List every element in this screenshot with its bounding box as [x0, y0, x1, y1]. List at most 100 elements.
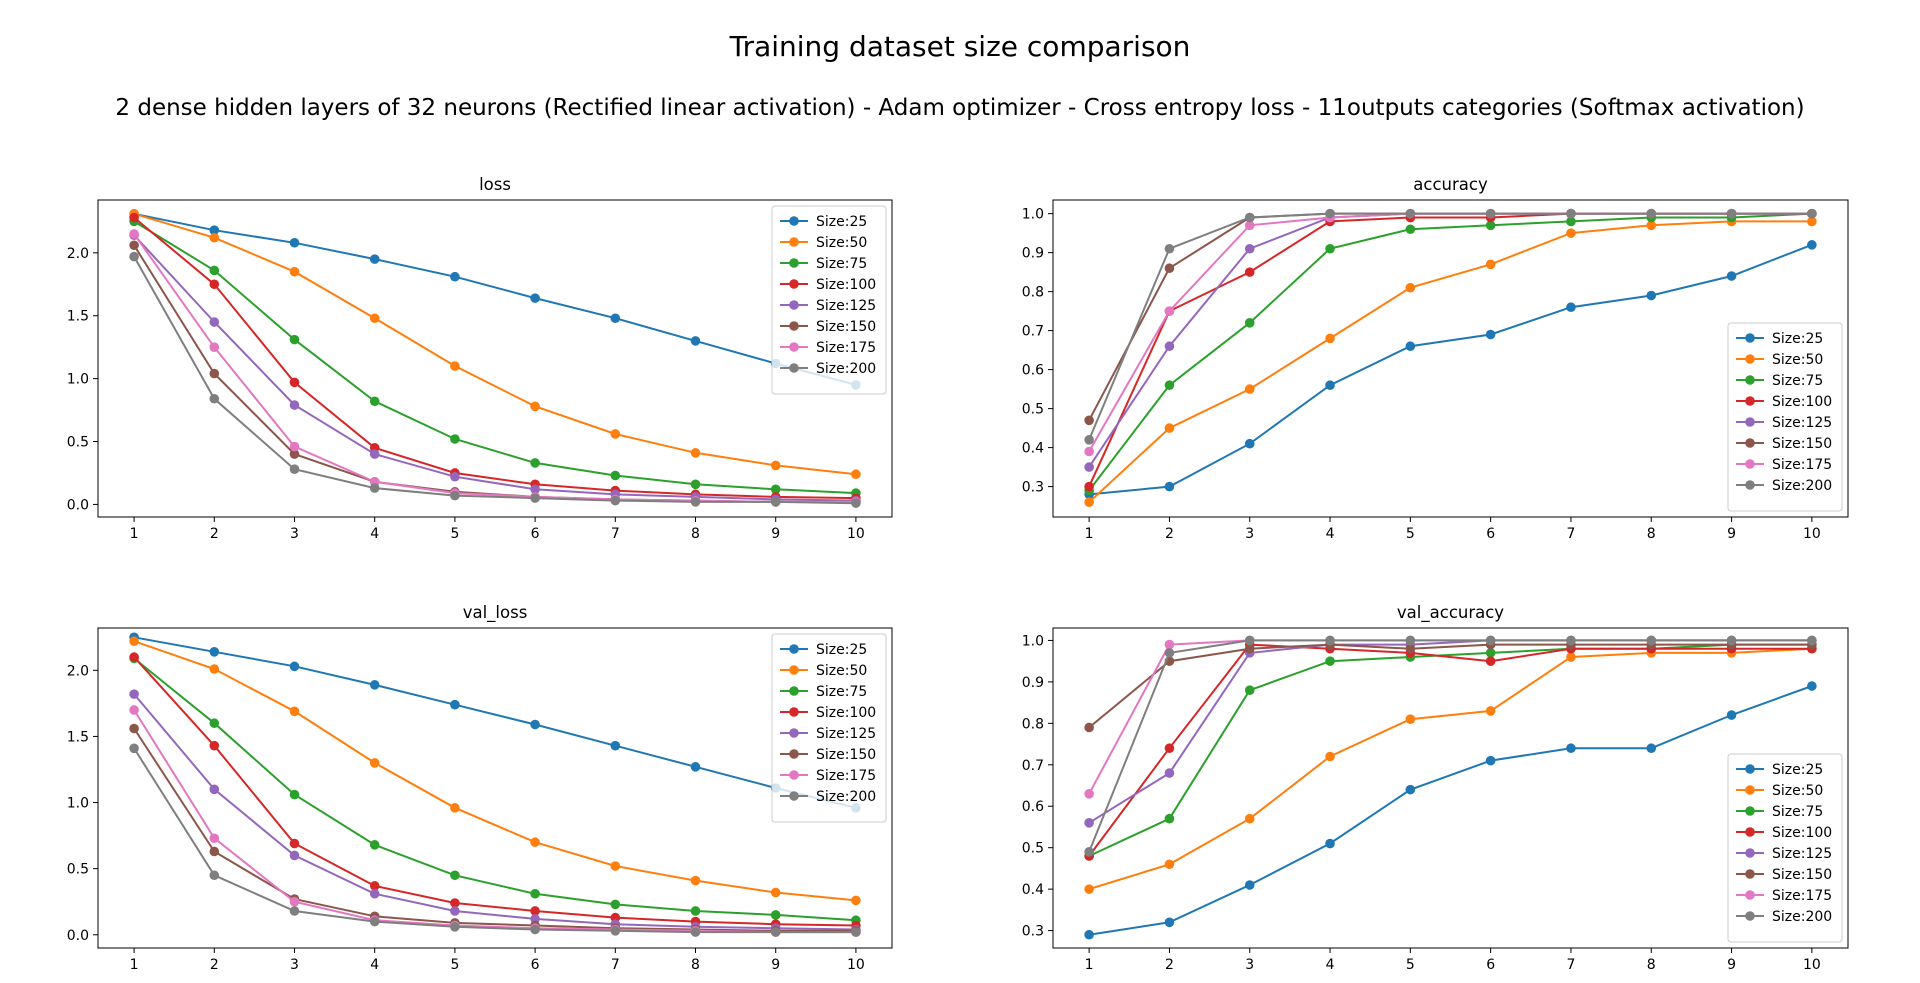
- loss-point-size-50: [289, 266, 300, 277]
- val-loss-x-tick-label: 9: [771, 957, 780, 973]
- accuracy-point-size-200: [1405, 208, 1416, 219]
- loss-legend-label-size-50: Size:50: [816, 235, 867, 251]
- accuracy-legend-marker-size-150: [1745, 438, 1755, 448]
- val-loss-axes-frame: [97, 627, 893, 949]
- loss-legend-label-size-75: Size:75: [816, 256, 867, 272]
- loss-point-size-150: [209, 368, 220, 379]
- accuracy-point-size-25: [1325, 380, 1335, 391]
- accuracy-legend-marker-size-25: [1745, 333, 1755, 343]
- accuracy-series-line-size-150: [1088, 212, 1812, 421]
- val-loss-point-size-200: [289, 906, 300, 916]
- loss-point-size-200: [530, 493, 540, 503]
- val-loss-point-size-125: [129, 689, 139, 699]
- val-accuracy-point-size-200: [1164, 648, 1175, 658]
- loss-point-size-25: [690, 336, 701, 346]
- val-accuracy-legend-label-size-175: Size:175: [1772, 888, 1832, 904]
- loss-series-line-size-100: [133, 216, 856, 500]
- loss-point-size-200: [610, 495, 621, 506]
- loss-x-tick-label: 9: [771, 526, 780, 542]
- val-accuracy-point-size-150: [1244, 643, 1255, 654]
- val-accuracy-point-size-25: [1807, 681, 1817, 691]
- accuracy-y-tick-label: 0.8: [1022, 285, 1044, 301]
- loss-point-size-50: [770, 460, 781, 471]
- accuracy-y-tick-label: 1.0: [1022, 207, 1044, 223]
- loss-point-size-25: [450, 271, 460, 282]
- val-accuracy-point-size-50: [1566, 652, 1576, 662]
- val-loss-series-line-size-50: [133, 640, 856, 902]
- val-accuracy-series-line-size-75: [1088, 643, 1812, 857]
- accuracy-point-size-75: [1485, 220, 1496, 231]
- val-loss-x-tick-label: 2: [210, 957, 219, 973]
- val-accuracy-point-size-25: [1566, 743, 1576, 754]
- loss-point-size-125: [209, 317, 220, 327]
- val-accuracy-point-size-50: [1164, 859, 1175, 870]
- val-accuracy-legend-label-size-150: Size:150: [1772, 867, 1832, 883]
- val-loss-point-size-100: [610, 912, 621, 923]
- val-accuracy-point-size-25: [1726, 710, 1737, 720]
- val-accuracy-point-size-125: [1164, 768, 1175, 778]
- val-loss-series-line-size-125: [133, 693, 856, 931]
- loss-point-size-75: [690, 479, 701, 490]
- val-loss-point-size-125: [289, 850, 300, 861]
- val-accuracy-point-size-75: [1164, 813, 1175, 824]
- val-accuracy-x-tick-label: 6: [1486, 957, 1495, 973]
- loss-point-size-25: [369, 254, 380, 264]
- val-loss-legend-label-size-75: Size:75: [816, 684, 867, 700]
- accuracy-legend: Size:25 Size:50 Size:75 Size:100 Size:125 Siz…: [1727, 322, 1843, 512]
- val-accuracy-series-line-size-125: [1088, 639, 1812, 824]
- val-accuracy-y-tick-label: 0.4: [1022, 882, 1044, 898]
- val-loss-point-size-75: [450, 870, 460, 881]
- loss-legend-marker-size-75: [789, 258, 799, 268]
- val-accuracy-legend-label-size-200: Size:200: [1772, 909, 1832, 925]
- val-loss-x-tick-label: 7: [611, 957, 620, 973]
- loss-point-size-75: [450, 434, 460, 444]
- loss-x-tick-label: 3: [290, 526, 299, 542]
- val-loss-point-size-25: [209, 647, 220, 657]
- val-loss-point-size-50: [450, 803, 460, 813]
- val-loss-y-tick-label: 1.5: [67, 729, 89, 745]
- accuracy-point-size-50: [1566, 228, 1576, 238]
- val-accuracy-axes-frame: [1052, 627, 1849, 949]
- val-accuracy-x-tick-label: 7: [1566, 957, 1575, 973]
- accuracy-point-size-175: [1164, 306, 1175, 316]
- loss-x-tick-label: 4: [370, 526, 379, 542]
- loss-axes-frame: [97, 199, 893, 518]
- val-accuracy-point-size-125: [1084, 818, 1094, 828]
- val-loss-point-size-75: [369, 840, 380, 850]
- accuracy-x-tick-label: 8: [1647, 526, 1656, 542]
- accuracy-point-size-25: [1244, 438, 1255, 449]
- accuracy-legend-marker-size-50: [1745, 354, 1755, 364]
- val-loss-legend-label-size-100: Size:100: [816, 705, 876, 721]
- accuracy-point-size-50: [1807, 216, 1817, 227]
- val-loss-legend-marker-size-175: [789, 770, 799, 780]
- loss-point-size-75: [209, 265, 220, 276]
- val-accuracy-point-size-200: [1084, 847, 1094, 857]
- val-loss-point-size-125: [530, 914, 540, 924]
- val-loss-point-size-75: [610, 899, 621, 910]
- loss-legend-label-size-175: Size:175: [816, 340, 876, 356]
- accuracy-y-tick-label: 0.3: [1022, 480, 1044, 496]
- accuracy-point-size-200: [1325, 208, 1335, 219]
- loss-point-size-50: [851, 469, 861, 480]
- accuracy-point-size-25: [1485, 329, 1496, 340]
- val-accuracy-point-size-25: [1646, 743, 1657, 754]
- accuracy-point-size-50: [1084, 497, 1094, 507]
- val-accuracy-x-tick-label: 4: [1326, 957, 1335, 973]
- val-loss-point-size-50: [610, 861, 621, 871]
- val-loss-y-tick-label: 2.0: [67, 663, 89, 679]
- val-loss-point-size-75: [530, 888, 540, 899]
- val-loss-legend: Size:25 Size:50 Size:75 Size:100 Size:125 Siz…: [771, 633, 887, 823]
- val-loss-point-size-100: [530, 906, 540, 916]
- accuracy-x-tick-label: 2: [1165, 526, 1174, 542]
- val-accuracy-y-tick-label: 0.7: [1022, 758, 1044, 774]
- val-loss-x-tick-label: 6: [531, 957, 540, 973]
- val-accuracy-point-size-150: [1084, 722, 1094, 733]
- val-loss-point-size-25: [289, 661, 300, 672]
- val-accuracy-point-size-50: [1084, 884, 1094, 894]
- loss-legend-label-size-200: Size:200: [816, 361, 876, 377]
- loss-y-tick-label: 0.0: [67, 497, 89, 513]
- val-loss-point-size-25: [690, 762, 701, 772]
- val-loss-point-size-100: [289, 838, 300, 849]
- val-loss-legend-marker-size-75: [789, 686, 799, 696]
- val-loss-legend-label-size-50: Size:50: [816, 663, 867, 679]
